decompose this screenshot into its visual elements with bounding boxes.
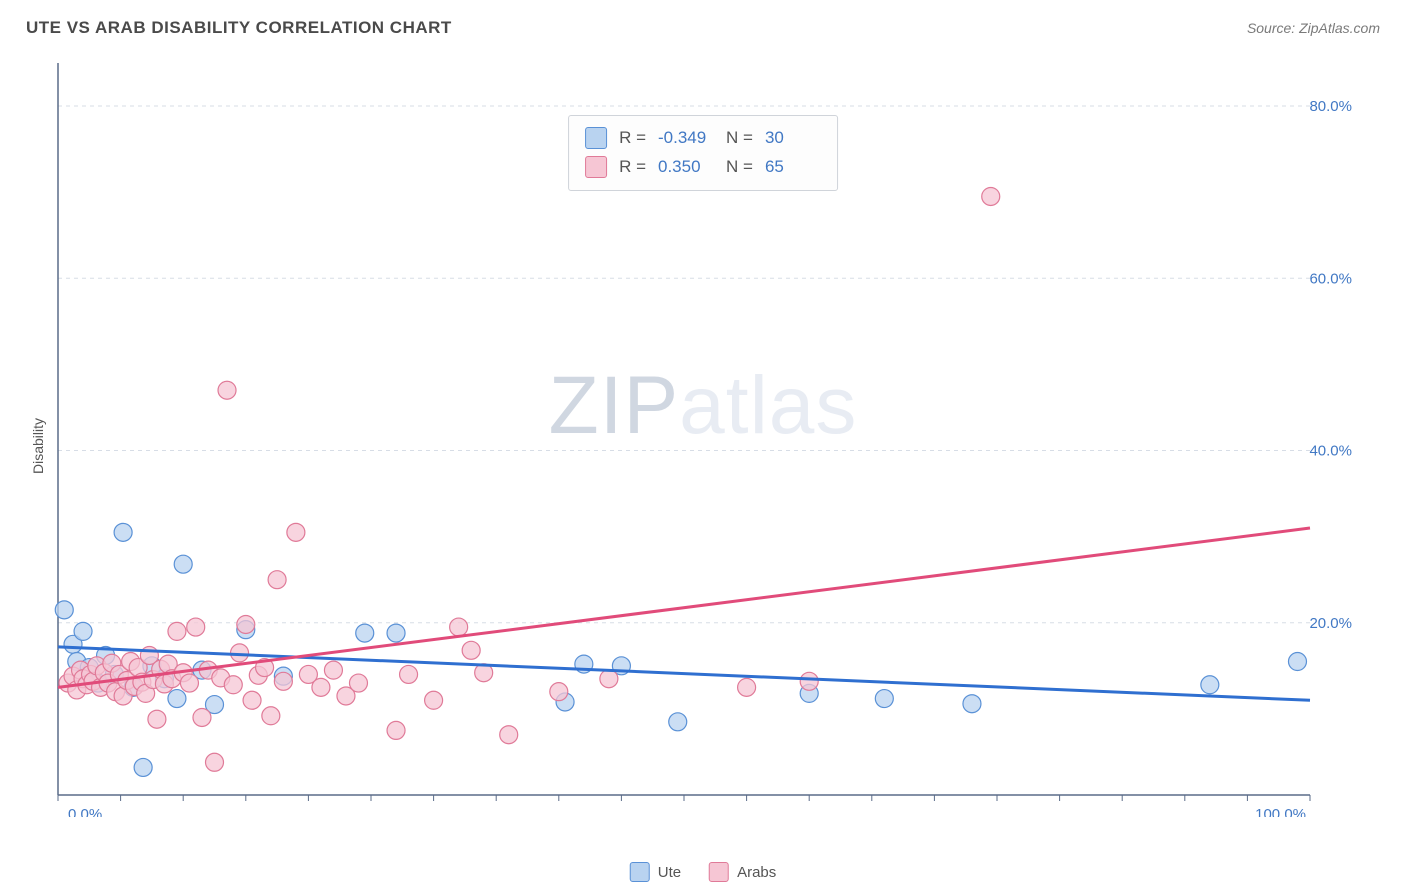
x-tick-label: 0.0% xyxy=(68,806,102,817)
data-point xyxy=(387,624,405,642)
stats-row: R = 0.350 N = 65 xyxy=(585,153,821,182)
legend-swatch xyxy=(630,862,650,882)
y-tick-label: 20.0% xyxy=(1309,615,1352,632)
data-point xyxy=(114,523,132,541)
data-point xyxy=(669,713,687,731)
data-point xyxy=(738,678,756,696)
data-point xyxy=(74,622,92,640)
stat-label: N = xyxy=(726,124,753,153)
data-point xyxy=(168,622,186,640)
y-axis-label: Disability xyxy=(30,418,46,474)
stats-row: R = -0.349 N = 30 xyxy=(585,124,821,153)
stat-label: R = xyxy=(619,124,646,153)
data-point xyxy=(237,615,255,633)
source-label: Source: ZipAtlas.com xyxy=(1247,20,1380,36)
data-point xyxy=(168,690,186,708)
data-point xyxy=(982,187,1000,205)
data-point xyxy=(800,672,818,690)
legend-item: Ute xyxy=(630,862,681,882)
data-point xyxy=(287,523,305,541)
y-tick-label: 40.0% xyxy=(1309,443,1352,460)
data-point xyxy=(193,708,211,726)
data-point xyxy=(600,670,618,688)
data-point xyxy=(187,618,205,636)
data-point xyxy=(387,721,405,739)
data-point xyxy=(356,624,374,642)
page-title: UTE VS ARAB DISABILITY CORRELATION CHART xyxy=(26,18,452,38)
data-point xyxy=(1288,653,1306,671)
data-point xyxy=(462,641,480,659)
data-point xyxy=(243,691,261,709)
chart-area: 20.0%40.0%60.0%80.0%0.0%100.0% ZIPatlas … xyxy=(48,55,1358,817)
data-point xyxy=(148,710,166,728)
trend-line xyxy=(58,647,1310,700)
data-point xyxy=(180,674,198,692)
bottom-legend: Ute Arabs xyxy=(630,862,777,882)
series-swatch xyxy=(585,127,607,149)
stat-label: R = xyxy=(619,153,646,182)
y-tick-label: 80.0% xyxy=(1309,98,1352,115)
stat-n-value: 65 xyxy=(765,153,821,182)
data-point xyxy=(400,665,418,683)
data-point xyxy=(1201,676,1219,694)
data-point xyxy=(425,691,443,709)
legend-item: Arabs xyxy=(709,862,776,882)
data-point xyxy=(312,678,330,696)
data-point xyxy=(206,753,224,771)
data-point xyxy=(875,690,893,708)
data-point xyxy=(274,672,292,690)
data-point xyxy=(174,555,192,573)
data-point xyxy=(268,571,286,589)
data-point xyxy=(450,618,468,636)
data-point xyxy=(55,601,73,619)
data-point xyxy=(500,726,518,744)
series-swatch xyxy=(585,156,607,178)
trend-line xyxy=(58,528,1310,687)
legend-swatch xyxy=(709,862,729,882)
data-point xyxy=(134,758,152,776)
y-tick-label: 60.0% xyxy=(1309,270,1352,287)
stat-r-value: -0.349 xyxy=(658,124,714,153)
legend-label: Ute xyxy=(658,864,681,881)
stat-n-value: 30 xyxy=(765,124,821,153)
data-point xyxy=(963,695,981,713)
stat-r-value: 0.350 xyxy=(658,153,714,182)
stat-label: N = xyxy=(726,153,753,182)
data-point xyxy=(349,674,367,692)
stats-legend-box: R = -0.349 N = 30 R = 0.350 N = 65 xyxy=(568,115,838,191)
data-point xyxy=(324,661,342,679)
data-point xyxy=(218,381,236,399)
data-point xyxy=(224,676,242,694)
x-tick-label: 100.0% xyxy=(1255,806,1306,817)
legend-label: Arabs xyxy=(737,864,776,881)
data-point xyxy=(262,707,280,725)
data-point xyxy=(550,683,568,701)
